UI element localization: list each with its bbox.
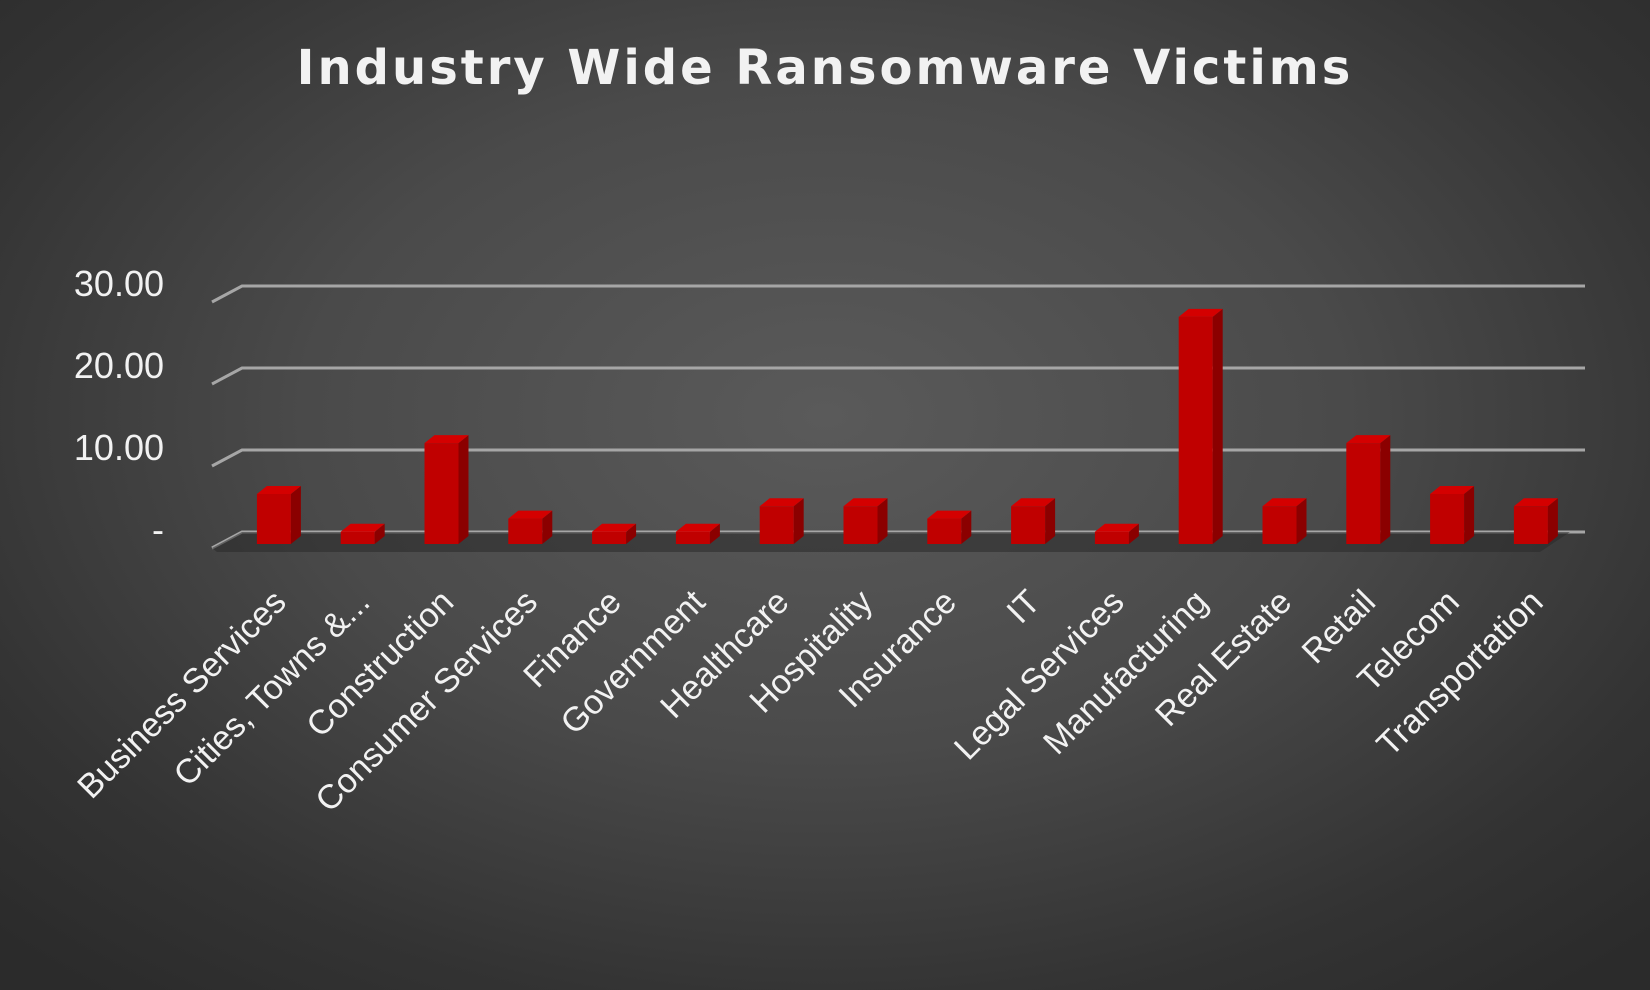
bar [675,523,720,544]
gridline [211,448,1585,468]
bar [1094,523,1139,544]
bar-top [1262,498,1307,507]
bar-front [340,531,375,544]
bar [340,523,385,544]
floor-shadow [212,532,1570,552]
y-tick-label: 10.00 [74,427,164,468]
bar-side [1547,498,1558,544]
bar-top [1094,523,1139,532]
bar-front [1011,506,1046,544]
bar-top [340,523,385,532]
bar-front [759,506,794,544]
bar-side [793,498,804,544]
bar-side [626,523,637,544]
bar-front [1430,493,1465,544]
bar-front [1513,506,1548,544]
x-tick-label: IT [1000,583,1048,631]
bar-front [592,531,627,544]
bar-top [1513,498,1558,507]
y-tick-label: 30.00 [74,263,164,304]
bars-layer [256,308,1558,544]
bar-front [424,443,459,544]
bar [843,498,888,544]
bar [1430,485,1475,544]
bar [424,435,469,544]
bar-front [1094,531,1129,544]
bar-top [759,498,804,507]
bar [1346,435,1391,544]
gridline [211,284,1585,304]
bar [927,510,972,544]
bar-top [592,523,637,532]
bar-top [843,498,888,507]
bar-top [1178,308,1223,317]
bar-top [1011,498,1056,507]
bar [759,498,804,544]
bar-front [1178,316,1213,544]
bar-front [256,493,291,544]
bar [1011,498,1056,544]
y-tick-label: - [152,509,164,550]
bar-side [1128,523,1139,544]
bar-side [877,498,888,544]
chart-title: Industry Wide Ransomware Victims [297,40,1354,96]
bar-front [675,531,710,544]
bar-side [290,485,301,544]
bar [1178,308,1223,544]
gridline [211,366,1585,386]
bar-top [508,510,553,519]
bar-side [1045,498,1056,544]
bar-front [1346,443,1381,544]
bar [256,485,301,544]
bar [1513,498,1558,544]
bar-top [1430,485,1475,494]
bar-front [843,506,878,544]
bar-top [424,435,469,444]
bar-side [374,523,385,544]
bar-side [1380,435,1391,544]
bar-side [1464,485,1475,544]
bar-side [1212,308,1223,544]
bar [508,510,553,544]
bar-top [927,510,972,519]
bar-front [927,518,962,544]
y-tick-label: 20.00 [74,345,164,386]
bar-top [256,485,301,494]
bar-top [675,523,720,532]
bar-side [542,510,553,544]
bar-side [961,510,972,544]
grid-layer [211,284,1585,552]
bar-side [709,523,720,544]
bar-side [1296,498,1307,544]
bar-front [1262,506,1297,544]
bar [592,523,637,544]
bar [1262,498,1307,544]
y-axis-tick-labels: - 10.00 20.00 30.00 [74,263,164,550]
bar-side [458,435,469,544]
bar-front [508,518,543,544]
bar-top [1346,435,1391,444]
